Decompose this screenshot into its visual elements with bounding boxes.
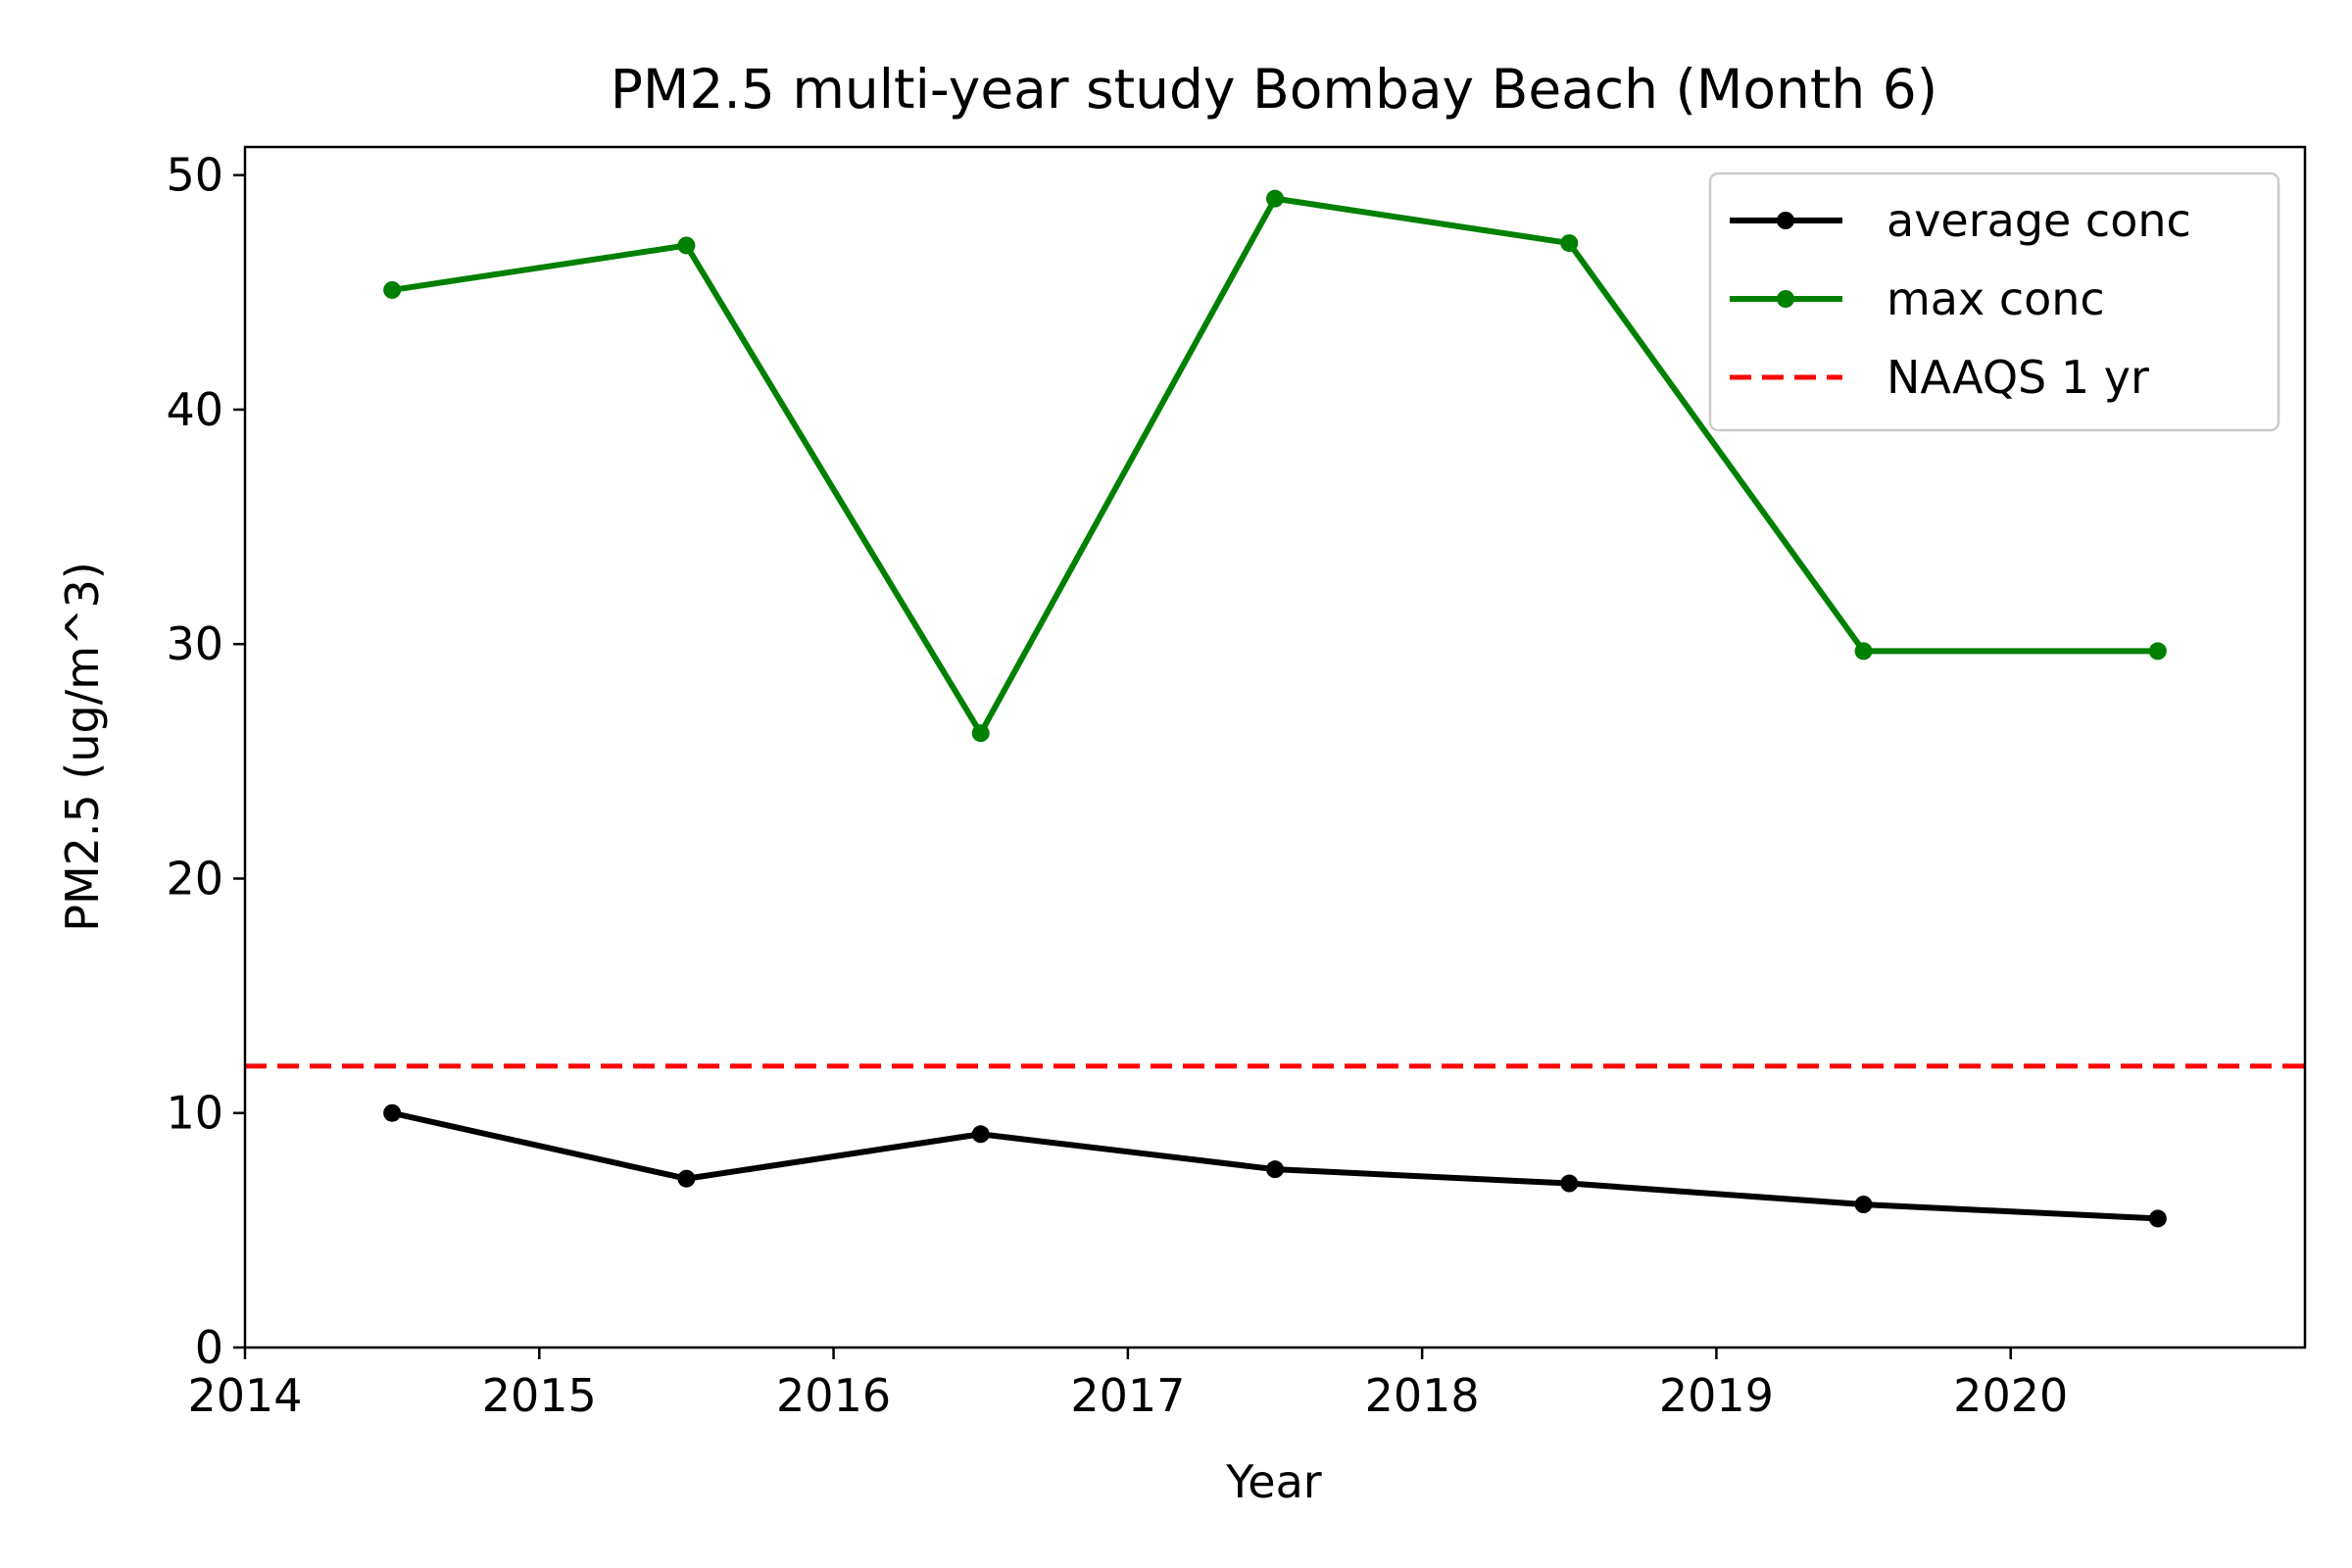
legend-label: max conc (1886, 272, 2105, 325)
legend-marker-average-conc (1777, 212, 1794, 229)
data-point-max-conc (383, 280, 402, 299)
data-point-average-conc (677, 1169, 696, 1188)
plot-area (243, 145, 2307, 1349)
chart-title: PM2.5 multi-year study Bombay Beach (Mon… (611, 58, 1937, 121)
data-point-average-conc (971, 1125, 990, 1144)
y-tick-label: 10 (166, 1087, 223, 1140)
x-tick-label: 2015 (482, 1369, 597, 1422)
y-tick-label: 40 (166, 383, 223, 436)
legend-marker-max-conc (1777, 290, 1794, 308)
y-tick-label: 20 (166, 852, 223, 905)
legend-label: average conc (1886, 194, 2191, 247)
y-axis-title: PM2.5 (ug/m^3) (56, 562, 109, 932)
x-tick-label: 2014 (187, 1369, 302, 1422)
data-point-average-conc (1854, 1196, 1873, 1214)
y-tick-label: 30 (166, 617, 223, 670)
x-tick-label: 2020 (1953, 1369, 2068, 1422)
data-point-average-conc (1266, 1160, 1284, 1179)
legend-label: NAAQS 1 yr (1886, 351, 2149, 404)
y-tick-label: 0 (195, 1321, 223, 1374)
x-tick-label: 2019 (1659, 1369, 1774, 1422)
data-point-max-conc (971, 724, 990, 743)
x-tick-label: 2017 (1070, 1369, 1185, 1422)
data-point-average-conc (383, 1103, 402, 1122)
x-tick-label: 2018 (1365, 1369, 1480, 1422)
x-axis-title: Year (1225, 1455, 1321, 1508)
data-point-average-conc (2148, 1209, 2167, 1228)
legend: average conc max conc NAAQS 1 yr (1708, 172, 2280, 432)
data-point-max-conc (1560, 234, 1579, 253)
plot-frame (243, 145, 2307, 1349)
x-tick-label: 2016 (776, 1369, 891, 1422)
x-axis: 2014 2015 2016 2017 2018 2019 2020 (187, 1348, 2068, 1422)
data-point-max-conc (1854, 642, 1873, 661)
legend-box (1708, 172, 2280, 432)
data-point-max-conc (677, 236, 696, 255)
data-point-max-conc (2148, 642, 2167, 661)
data-point-average-conc (1560, 1174, 1579, 1193)
y-axis: 0 10 20 30 40 50 (166, 149, 245, 1374)
data-point-max-conc (1266, 189, 1284, 208)
y-tick-label: 50 (166, 149, 223, 202)
